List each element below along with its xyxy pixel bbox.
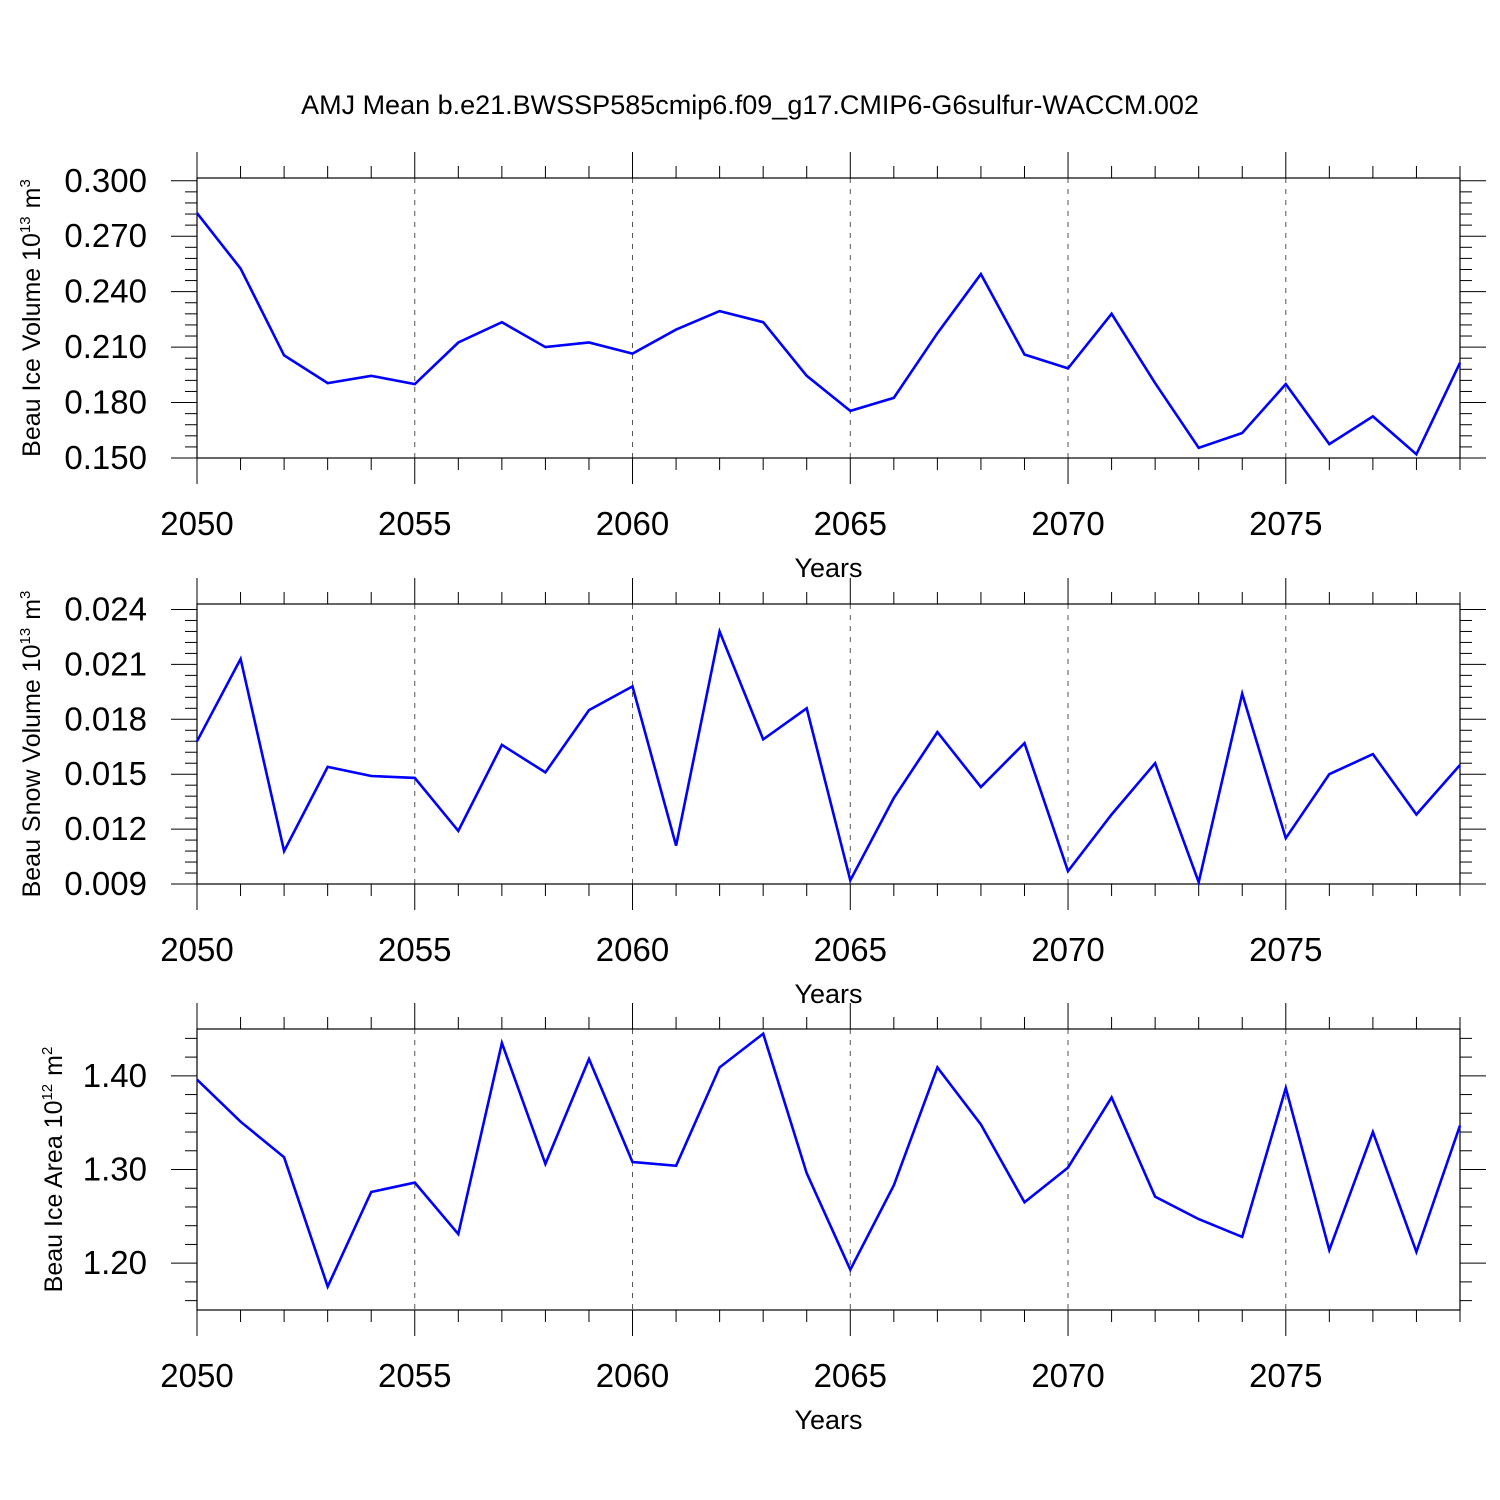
y-tick-label: 0.018 bbox=[64, 700, 147, 737]
y-axis-label-unit-exponent: 3 bbox=[17, 179, 34, 187]
y-axis-label: Beau Ice Volume 1013 m3 bbox=[17, 179, 46, 457]
x-tick-label: 2060 bbox=[596, 931, 669, 968]
y-tick-label: 0.240 bbox=[64, 273, 147, 310]
y-tick-label: 0.150 bbox=[64, 439, 147, 476]
x-tick-label: 2050 bbox=[160, 1357, 233, 1394]
panel-2: 2050 2055 2060 2065 2070 2075 Years 0.009 0.012 0… bbox=[17, 578, 1486, 1009]
y-axis-label-unit-exponent: 3 bbox=[17, 591, 34, 599]
x-axis-label: Years bbox=[794, 979, 862, 1009]
y-tick-label: 0.024 bbox=[64, 590, 147, 627]
chart-title: AMJ Mean b.e21.BWSSP585cmip6.f09_g17.CMI… bbox=[301, 90, 1199, 120]
panels: 2050 2055 2060 2065 2070 2075 Years 0.150 0.180 0… bbox=[17, 152, 1486, 1435]
x-tick-label: 2065 bbox=[814, 505, 887, 542]
y-axis-label-unit: m bbox=[40, 1055, 68, 1076]
y-axis-label: Beau Snow Volume 1013 m3 bbox=[17, 591, 46, 898]
x-tick-label: 2050 bbox=[160, 505, 233, 542]
y-axis-label-text: Beau Snow Volume 10 bbox=[18, 644, 46, 897]
plot-frame bbox=[196, 1028, 1461, 1311]
y-axis-label: Beau Ice Area 1012 m2 bbox=[39, 1047, 68, 1293]
x-tick-label: 2060 bbox=[596, 505, 669, 542]
x-tick-label: 2055 bbox=[378, 1357, 451, 1394]
y-tick-label: 0.180 bbox=[64, 384, 147, 421]
x-tick-label: 2070 bbox=[1031, 1357, 1104, 1394]
y-tick-label: 1.40 bbox=[83, 1057, 147, 1094]
x-axis-label: Years bbox=[794, 553, 862, 583]
x-tick-label: 2055 bbox=[378, 931, 451, 968]
x-tick-label: 2055 bbox=[378, 505, 451, 542]
y-tick-label: 1.20 bbox=[83, 1244, 147, 1281]
y-axis-label-exponent: 13 bbox=[17, 216, 34, 233]
y-tick-label: 0.012 bbox=[64, 810, 147, 847]
series-line bbox=[196, 1031, 1462, 1291]
y-axis-label-exponent: 13 bbox=[17, 628, 34, 645]
x-tick-label: 2050 bbox=[160, 931, 233, 968]
panel-3: 2050 2055 2060 2065 2070 2075 Years 1.20 1.30 1.4… bbox=[39, 1003, 1486, 1435]
y-tick-label: 1.30 bbox=[83, 1151, 147, 1188]
x-axis-label: Years bbox=[794, 1405, 862, 1435]
x-tick-label: 2065 bbox=[814, 931, 887, 968]
y-axis-label-exponent: 12 bbox=[39, 1084, 56, 1101]
y-axis-label-text: Beau Ice Area 10 bbox=[40, 1101, 68, 1293]
x-tick-label: 2075 bbox=[1249, 931, 1322, 968]
y-tick-label: 0.021 bbox=[64, 645, 147, 682]
series-line bbox=[195, 627, 1461, 887]
panel-1: 2050 2055 2060 2065 2070 2075 Years 0.150 0.180 0… bbox=[17, 152, 1486, 583]
x-tick-label: 2075 bbox=[1249, 1357, 1322, 1394]
x-tick-label: 2075 bbox=[1249, 505, 1322, 542]
x-tick-label: 2060 bbox=[596, 1357, 669, 1394]
x-tick-label: 2070 bbox=[1031, 931, 1104, 968]
x-tick-label: 2065 bbox=[814, 1357, 887, 1394]
y-tick-label: 0.210 bbox=[64, 328, 147, 365]
y-axis-label-text: Beau Ice Volume 10 bbox=[18, 233, 46, 457]
y-tick-label: 0.009 bbox=[64, 865, 147, 902]
y-tick-label: 0.300 bbox=[64, 162, 147, 199]
plot-frame bbox=[196, 177, 1461, 459]
x-tick-label: 2070 bbox=[1031, 505, 1104, 542]
y-tick-label: 0.270 bbox=[64, 217, 147, 254]
y-axis-label-unit-exponent: 2 bbox=[39, 1047, 56, 1055]
y-tick-label: 0.015 bbox=[64, 755, 147, 792]
y-axis-label-unit: m bbox=[18, 188, 46, 209]
series-line bbox=[195, 212, 1462, 457]
y-axis-label-unit: m bbox=[18, 599, 46, 620]
plot-frame bbox=[196, 603, 1461, 885]
